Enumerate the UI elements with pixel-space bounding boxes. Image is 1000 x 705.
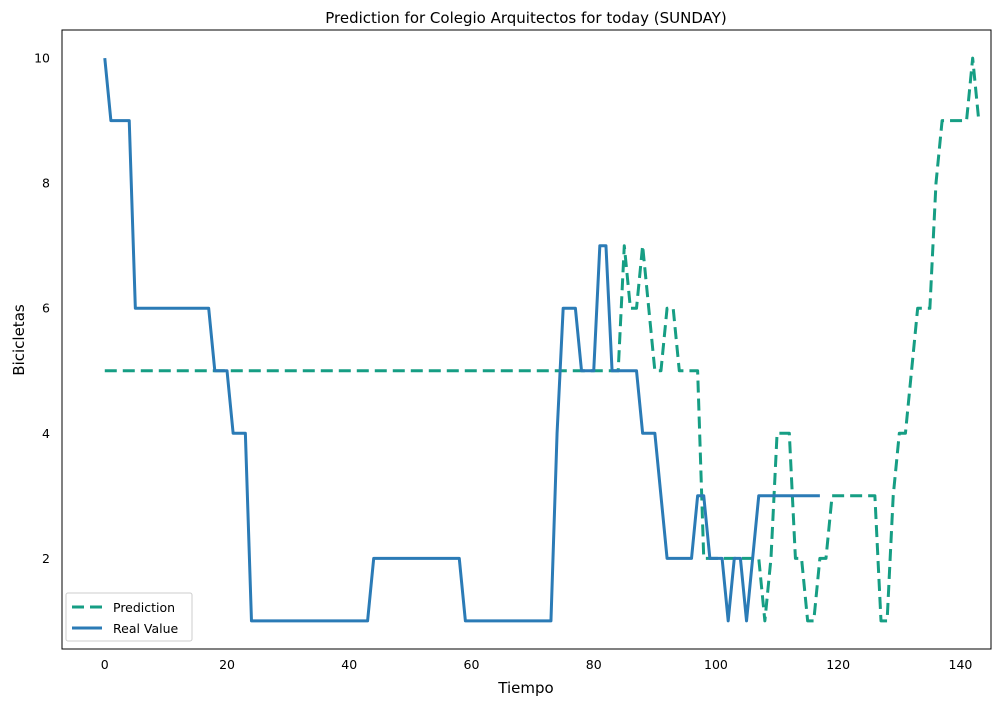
y-tick-label: 10 — [34, 51, 50, 66]
x-tick-label: 40 — [341, 657, 357, 672]
x-axis-label: Tiempo — [497, 679, 553, 697]
x-tick-label: 20 — [219, 657, 235, 672]
y-tick-label: 2 — [42, 551, 50, 566]
y-tick-label: 8 — [42, 176, 50, 191]
y-axis-label: Bicicletas — [10, 304, 28, 376]
y-tick-label: 4 — [42, 426, 50, 441]
x-tick-label: 0 — [101, 657, 109, 672]
legend-label-prediction: Prediction — [113, 600, 175, 615]
plot-area: 0 20 40 60 80 100 120 140 2 4 6 8 10 — [34, 29, 992, 672]
legend-label-real-value: Real Value — [113, 621, 179, 636]
legend: Prediction Real Value — [65, 592, 193, 642]
y-tick-label: 6 — [42, 301, 50, 316]
y-axis-ticks: 2 4 6 8 10 — [34, 51, 50, 566]
x-tick-label: 100 — [704, 657, 728, 672]
plot-frame — [61, 29, 992, 650]
x-tick-label: 80 — [586, 657, 602, 672]
x-tick-label: 120 — [826, 657, 850, 672]
chart-title: Prediction for Colegio Arquitectos for t… — [325, 9, 727, 27]
series-line-real-value — [103, 57, 820, 623]
series-layer — [103, 56, 981, 623]
x-axis-ticks: 0 20 40 60 80 100 120 140 — [101, 657, 973, 672]
x-tick-label: 140 — [949, 657, 973, 672]
x-tick-label: 60 — [464, 657, 480, 672]
